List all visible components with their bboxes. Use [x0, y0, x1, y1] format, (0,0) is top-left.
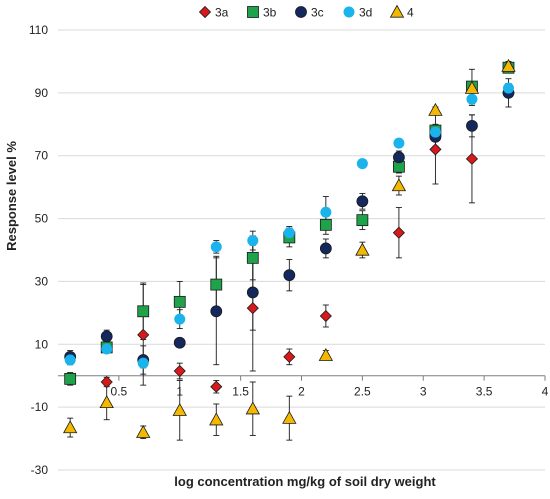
data-point-3d — [393, 137, 405, 149]
data-point-4 — [464, 80, 480, 94]
x-tick-label: 0.5 — [111, 385, 128, 399]
legend-item-3d: 3d — [343, 6, 372, 20]
data-point-3c — [466, 119, 478, 132]
legend-marker — [198, 5, 212, 19]
legend-item-4: 4 — [389, 4, 414, 20]
data-point-3a — [392, 226, 405, 239]
x-tick-label: 1.5 — [232, 385, 249, 399]
data-point-3d — [502, 82, 514, 94]
data-point-3d — [283, 227, 295, 239]
legend-item-3a: 3a — [198, 5, 229, 20]
data-point-3b — [173, 295, 186, 308]
data-point-3c — [246, 286, 259, 299]
data-point-3d — [101, 343, 113, 355]
data-point-3a — [173, 364, 186, 378]
data-point-4 — [136, 424, 151, 438]
data-point-3a — [429, 143, 442, 156]
data-point-3d — [320, 206, 332, 218]
data-point-3c — [100, 330, 113, 343]
legend-label: 3a — [215, 6, 229, 20]
x-tick-label: 2 — [298, 385, 305, 399]
data-point-3c — [356, 195, 369, 208]
data-point-3d — [429, 126, 441, 138]
data-point-4 — [355, 242, 370, 256]
data-markers — [62, 58, 516, 438]
data-point-3b — [356, 214, 369, 227]
data-point-4 — [391, 178, 407, 192]
x-axis-title: log concentration mg/kg of soil dry weig… — [174, 474, 436, 489]
y-tick-label: -10 — [31, 400, 49, 414]
y-tick-label: 90 — [35, 86, 49, 100]
y-tick-label: 10 — [35, 337, 49, 351]
data-point-3c — [210, 305, 223, 318]
data-point-3c — [283, 269, 296, 282]
legend-label: 3d — [359, 6, 372, 20]
data-point-3b — [137, 305, 150, 318]
data-point-3d — [64, 354, 76, 366]
x-tick-label: 2.5 — [354, 385, 371, 399]
data-point-4 — [172, 402, 187, 416]
data-point-3c — [319, 242, 332, 255]
y-tick-label: 110 — [29, 23, 48, 37]
data-point-4 — [62, 420, 78, 434]
legend-item-3b: 3b — [247, 6, 277, 20]
legend-marker — [389, 4, 405, 18]
data-point-3a — [319, 309, 332, 323]
data-point-3d — [174, 313, 186, 325]
legend-marker — [343, 6, 355, 18]
legend: 3a 3b 3c 3d 4 — [198, 4, 414, 20]
data-point-3c — [392, 151, 405, 164]
data-point-3a — [283, 350, 296, 363]
legend-marker — [247, 6, 259, 18]
data-point-4 — [209, 412, 224, 426]
data-point-3d — [210, 241, 222, 253]
data-point-3d — [466, 93, 478, 105]
data-point-3c — [173, 336, 186, 349]
gridlines — [58, 29, 545, 471]
x-tick-label: 3 — [420, 385, 427, 399]
x-tick-label: 4 — [542, 385, 549, 399]
x-tick-label: 3.5 — [476, 385, 493, 399]
y-tick-label: 50 — [35, 212, 49, 226]
data-point-4 — [245, 401, 260, 415]
data-point-3d — [137, 357, 149, 369]
data-point-3a — [465, 152, 479, 165]
legend-marker — [295, 6, 307, 18]
data-point-3a — [137, 328, 150, 341]
data-point-3b — [64, 372, 77, 385]
y-tick-label: -30 — [31, 463, 49, 477]
legend-label: 3b — [263, 6, 277, 20]
legend-label: 4 — [407, 6, 414, 20]
data-point-4 — [99, 395, 114, 409]
legend-label: 3c — [311, 6, 324, 20]
data-point-4 — [428, 102, 443, 116]
legend-item-3c: 3c — [295, 6, 324, 20]
data-point-3a — [210, 380, 223, 393]
data-point-3b — [210, 278, 223, 291]
y-tick-label: 70 — [35, 149, 49, 163]
data-point-4 — [501, 58, 516, 72]
error-bars — [67, 60, 512, 441]
data-point-3d — [247, 235, 259, 247]
data-point-3b — [246, 251, 259, 264]
data-point-4 — [318, 347, 334, 361]
data-point-3b — [319, 218, 332, 231]
y-axis-title: Response level % — [4, 141, 19, 251]
data-point-4 — [282, 410, 297, 424]
y-tick-label: 30 — [35, 274, 49, 288]
data-point-3a — [246, 302, 259, 315]
data-point-3d — [356, 158, 368, 170]
data-point-3a — [100, 375, 113, 389]
